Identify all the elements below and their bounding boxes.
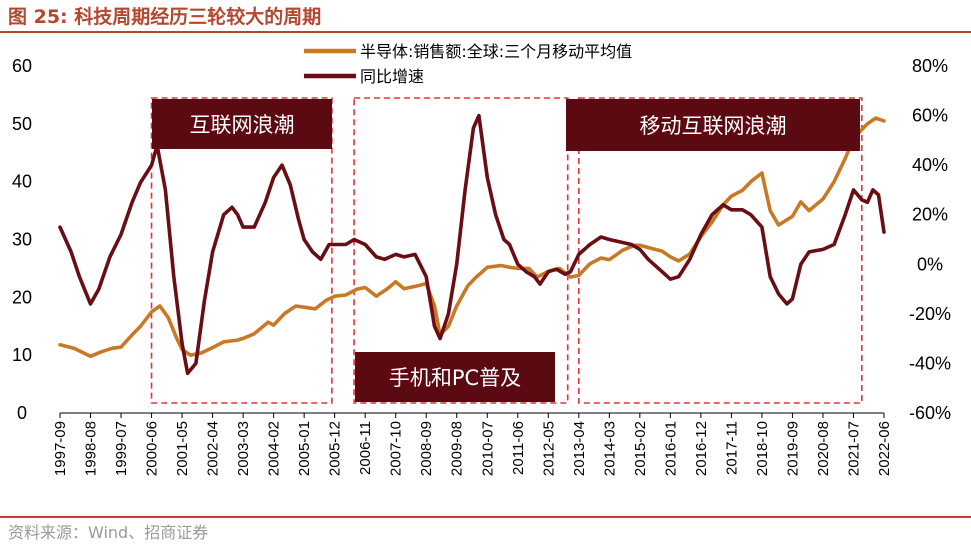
legend-label-2: 同比增速 [360,67,424,86]
x-tick-label: 2005-01 [296,421,313,476]
x-tick-label: 2019-09 [784,421,801,476]
x-tick-label: 2008-09 [418,421,435,476]
annotation-label-bg-3 [566,99,860,151]
y-right-tick-label: -60% [909,403,951,423]
x-tick-label: 2004-02 [266,421,283,476]
y-right-tick-label: 60% [912,106,948,126]
y-right-tick-label: -40% [909,353,951,373]
x-tick-label: 2003-03 [235,421,252,476]
chart: 0 10 20 30 40 50 60 -60% -40% -20% 0% 20% 40% 60% 80% 1… [12,42,951,476]
annotation-box-3 [578,97,863,404]
y-left-tick-label: 30 [12,230,32,250]
x-tick-label: 2012-05 [540,421,557,476]
x-tick-label: 2007-10 [388,421,405,476]
annotation-label-3: 移动互联网浪潮 [640,114,787,138]
x-tick-label: 2016-01 [662,421,679,476]
annotation-box-1 [150,97,333,404]
x-tick-label: 2011-06 [510,421,527,475]
source-divider [0,516,971,518]
y-left-tick-label: 10 [12,345,32,365]
annotation-label-2: 手机和PC普及 [389,366,521,390]
y-left-tick-label: 60 [12,56,32,76]
y-right-tick-label: 40% [912,155,948,175]
x-tick-label: 2005-12 [327,421,344,476]
x-tick-label: 2015-02 [632,421,649,476]
y-right-tick-label: 80% [912,56,948,76]
y-left-tick-label: 50 [12,114,32,134]
legend-label-1: 半导体:销售额:全球:三个月移动平均值 [360,42,632,61]
x-tick-label: 2022-06 [876,421,893,476]
y-left-tick-label: 20 [12,287,32,307]
x-tick-label: 1999-07 [113,421,130,476]
source-note: 资料来源：Wind、招商证券 [8,523,209,542]
y-right-tick-label: 0% [917,254,943,274]
x-tick-label: 2002-04 [205,421,222,476]
y-left-tick-label: 0 [17,403,27,423]
x-tick-label: 1998-08 [83,421,100,476]
x-tick-label: 2020-08 [815,421,832,476]
x-tick-label: 1997-09 [52,421,69,476]
x-tick-label: 2010-07 [479,421,496,476]
annotation-label-bg-1 [152,99,332,149]
x-tick-label: 2006-11 [357,421,374,475]
y-left-tick-label: 40 [12,172,32,192]
x-tick-label: 2021-07 [845,421,862,476]
x-tick-label: 2009-08 [449,421,466,476]
x-tick-label: 2001-05 [174,421,191,476]
y-right-tick-label: -20% [909,304,951,324]
annotation-box-2 [353,97,569,404]
series-line-2 [58,113,886,376]
annotation-label-1: 互联网浪潮 [190,113,295,137]
figure-title: 图 25: 科技周期经历三轮较大的周期 [8,6,322,28]
series-line-1 [58,116,886,359]
x-tick-label: 2018-10 [754,421,771,476]
title-divider [0,31,971,33]
annotation-label-bg-2 [355,352,555,402]
y-right-tick-label: 20% [912,205,948,225]
x-tick-label: 2000-06 [144,421,161,476]
x-tick-label: 2016-12 [693,421,710,476]
x-tick-label: 2013-04 [571,421,588,476]
x-tick-label: 2017-11 [723,421,740,475]
x-tick-label: 2014-03 [601,421,618,476]
